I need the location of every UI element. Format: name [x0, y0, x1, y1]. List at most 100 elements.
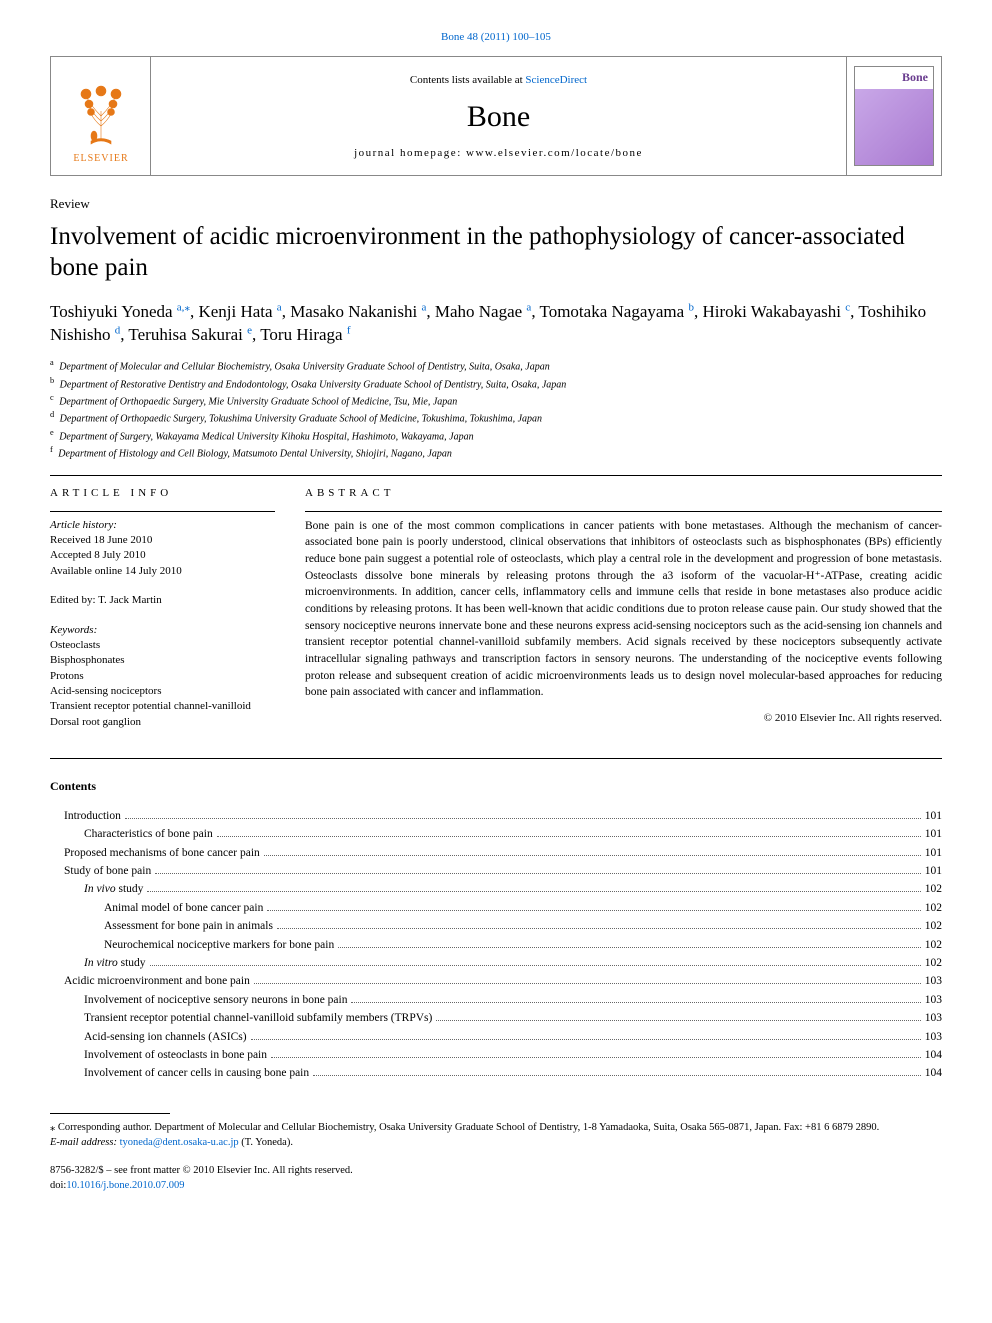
toc-entry[interactable]: Proposed mechanisms of bone cancer pain 1… [50, 844, 942, 862]
toc-title: Involvement of nociceptive sensory neuro… [84, 991, 347, 1009]
abstract-column: ABSTRACT Bone pain is one of the most co… [305, 486, 942, 744]
toc-title: Study of bone pain [64, 862, 151, 880]
affil-ref[interactable]: f [347, 325, 351, 337]
journal-homepage: journal homepage: www.elsevier.com/locat… [156, 146, 841, 160]
author: Toshiyuki Yoneda a,⁎ [50, 302, 190, 321]
homepage-url[interactable]: www.elsevier.com/locate/bone [466, 147, 643, 159]
affil-ref[interactable]: a [526, 301, 531, 313]
toc-page: 101 [925, 825, 942, 843]
toc-page: 101 [925, 862, 942, 880]
affiliation: f Department of Histology and Cell Biolo… [50, 444, 942, 461]
author: Maho Nagae a [435, 302, 531, 321]
toc-page: 104 [925, 1046, 942, 1064]
toc-leader [125, 818, 921, 819]
journal-cover: Bone [846, 57, 941, 175]
affiliation: e Department of Surgery, Wakayama Medica… [50, 427, 942, 444]
toc-entry[interactable]: Involvement of cancer cells in causing b… [50, 1064, 942, 1082]
affiliation: d Department of Orthopaedic Surgery, Tok… [50, 409, 942, 426]
cover-thumbnail: Bone [854, 66, 934, 166]
toc-title: Characteristics of bone pain [84, 825, 213, 843]
affiliation-list: a Department of Molecular and Cellular B… [50, 357, 942, 461]
toc-title: Transient receptor potential channel-van… [84, 1009, 432, 1027]
affiliation: b Department of Restorative Dentistry an… [50, 375, 942, 392]
toc-title: Animal model of bone cancer pain [104, 899, 263, 917]
toc-page: 103 [925, 1028, 942, 1046]
affil-ref[interactable]: e [247, 325, 252, 337]
contents-available: Contents lists available at ScienceDirec… [156, 73, 841, 87]
toc-title: Involvement of cancer cells in causing b… [84, 1064, 309, 1082]
author: Hiroki Wakabayashi c [702, 302, 850, 321]
article-history: Article history: Received 18 June 2010 A… [50, 518, 275, 580]
sciencedirect-link[interactable]: ScienceDirect [525, 74, 587, 86]
article-type: Review [50, 196, 942, 213]
header-center: Contents lists available at ScienceDirec… [151, 57, 846, 175]
affil-ref[interactable]: b [688, 301, 694, 313]
toc-page: 103 [925, 991, 942, 1009]
footnote-separator [50, 1113, 170, 1114]
toc-leader [338, 947, 921, 948]
affil-ref[interactable]: c [845, 301, 850, 313]
toc-entry[interactable]: Neurochemical nociceptive markers for bo… [50, 936, 942, 954]
author: Teruhisa Sakurai e [128, 325, 252, 344]
corr-ref[interactable]: ⁎ [184, 301, 190, 313]
article-title: Involvement of acidic microenvironment i… [50, 221, 942, 284]
email-suffix: (T. Yoneda). [239, 1137, 293, 1148]
toc-entry[interactable]: Acid-sensing ion channels (ASICs)103 [50, 1028, 942, 1046]
toc-leader [267, 910, 920, 911]
affil-ref[interactable]: a [277, 301, 282, 313]
toc-entry[interactable]: Study of bone pain 101 [50, 862, 942, 880]
journal-name: Bone [156, 97, 841, 136]
editor-info: Edited by: T. Jack Martin [50, 593, 275, 608]
toc-page: 102 [925, 880, 942, 898]
toc-page: 101 [925, 844, 942, 862]
toc-entry[interactable]: Involvement of osteoclasts in bone pain1… [50, 1046, 942, 1064]
copyright: © 2010 Elsevier Inc. All rights reserved… [305, 711, 942, 725]
toc-page: 104 [925, 1064, 942, 1082]
toc-title: In vitro study [84, 954, 146, 972]
cover-title: Bone [855, 67, 933, 89]
journal-reference: Bone 48 (2011) 100–105 [50, 30, 942, 44]
toc-entry[interactable]: Animal model of bone cancer pain102 [50, 899, 942, 917]
toc-entry[interactable]: Involvement of nociceptive sensory neuro… [50, 991, 942, 1009]
toc-page: 103 [925, 1009, 942, 1027]
keyword: Acid-sensing nociceptors [50, 684, 275, 699]
journal-header: ELSEVIER Contents lists available at Sci… [50, 56, 942, 176]
keywords-label: Keywords: [50, 623, 275, 638]
affil-ref[interactable]: d [115, 325, 121, 337]
toc-entry[interactable]: Transient receptor potential channel-van… [50, 1009, 942, 1027]
accepted-date: Accepted 8 July 2010 [50, 548, 275, 563]
homepage-pre: journal homepage: [354, 147, 466, 159]
doi-link[interactable]: 10.1016/j.bone.2010.07.009 [66, 1180, 184, 1191]
footnotes: ⁎ Corresponding author. Department of Mo… [50, 1120, 942, 1150]
toc-leader [351, 1002, 920, 1003]
doi-line: doi:10.1016/j.bone.2010.07.009 [50, 1179, 942, 1194]
svg-text:ELSEVIER: ELSEVIER [73, 153, 128, 164]
toc-leader [155, 873, 921, 874]
toc-entry[interactable]: In vitro study102 [50, 954, 942, 972]
toc-title: Proposed mechanisms of bone cancer pain [64, 844, 260, 862]
affil-ref[interactable]: a [421, 301, 426, 313]
toc-title: Assessment for bone pain in animals [104, 917, 273, 935]
toc-leader [264, 855, 921, 856]
toc-entry[interactable]: Introduction101 [50, 807, 942, 825]
toc-leader [150, 965, 921, 966]
toc-entry[interactable]: In vivo study 102 [50, 880, 942, 898]
toc-title: In vivo study [84, 880, 143, 898]
journal-ref-link[interactable]: Bone 48 (2011) 100–105 [441, 31, 551, 43]
divider [50, 511, 275, 512]
toc-entry[interactable]: Acidic microenvironment and bone pain103 [50, 972, 942, 990]
keyword: Protons [50, 669, 275, 684]
toc-leader [217, 836, 921, 837]
keyword: Osteoclasts [50, 638, 275, 653]
email-label: E-mail address: [50, 1137, 120, 1148]
online-date: Available online 14 July 2010 [50, 564, 275, 579]
toc-leader [147, 891, 920, 892]
toc-leader [271, 1057, 921, 1058]
toc-leader [313, 1075, 921, 1076]
abstract-heading: ABSTRACT [305, 486, 942, 500]
email-link[interactable]: tyoneda@dent.osaka-u.ac.jp [120, 1137, 239, 1148]
contents-heading: Contents [50, 779, 942, 795]
toc-entry[interactable]: Assessment for bone pain in animals 102 [50, 917, 942, 935]
toc-page: 102 [925, 917, 942, 935]
toc-entry[interactable]: Characteristics of bone pain 101 [50, 825, 942, 843]
